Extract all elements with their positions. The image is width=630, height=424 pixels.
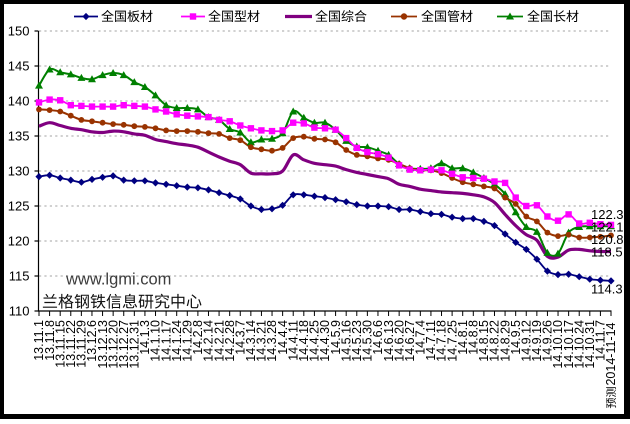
svg-text:14.1.10: 14.1.10 (149, 320, 163, 362)
svg-text:14.3.14: 14.3.14 (244, 320, 258, 362)
svg-text:13.12.27: 13.12.27 (117, 320, 131, 369)
svg-text:14.1.29: 14.1.29 (181, 320, 195, 362)
svg-text:14.4.25: 14.4.25 (308, 320, 322, 362)
svg-text:13.11.22: 13.11.22 (64, 320, 78, 368)
svg-text:14.9.26: 14.9.26 (541, 320, 555, 362)
svg-text:14.9.5: 14.9.5 (509, 320, 523, 355)
svg-text:118.5: 118.5 (591, 244, 623, 259)
svg-text:13.12.6: 13.12.6 (85, 320, 99, 362)
svg-text:14.7.4: 14.7.4 (414, 320, 428, 355)
svg-text:14.6.13: 14.6.13 (382, 320, 396, 362)
svg-text:14.4.30: 14.4.30 (318, 320, 332, 362)
svg-text:14.3.7: 14.3.7 (233, 320, 247, 355)
svg-text:14.3.28: 14.3.28 (265, 320, 279, 362)
svg-text:14.1.17: 14.1.17 (159, 320, 173, 362)
svg-text:14.5.23: 14.5.23 (350, 320, 364, 362)
svg-text:14.9.12: 14.9.12 (519, 320, 533, 362)
svg-text:145: 145 (8, 59, 30, 74)
svg-text:125: 125 (8, 199, 30, 214)
svg-text:14.6.27: 14.6.27 (403, 320, 417, 362)
svg-text:122.1: 122.1 (591, 219, 624, 234)
svg-text:140: 140 (8, 94, 30, 109)
svg-text:13.12.13: 13.12.13 (96, 320, 110, 369)
svg-text:14.5.30: 14.5.30 (361, 320, 375, 362)
svg-text:14.10.31: 14.10.31 (583, 320, 597, 369)
svg-text:14.4.11: 14.4.11 (286, 320, 300, 361)
svg-text:130: 130 (8, 164, 30, 179)
svg-text:14.1.3: 14.1.3 (138, 320, 152, 355)
svg-text:14.10.17: 14.10.17 (562, 320, 576, 369)
svg-text:14.1.24: 14.1.24 (170, 320, 184, 362)
svg-text:14.10.10: 14.10.10 (551, 320, 565, 369)
svg-text:14.7.25: 14.7.25 (445, 320, 459, 362)
svg-text:14.2.14: 14.2.14 (202, 320, 216, 362)
svg-text:135: 135 (8, 129, 30, 144)
svg-text:14.8.8: 14.8.8 (467, 320, 481, 355)
svg-text:14.2.21: 14.2.21 (212, 320, 226, 362)
svg-text:14.9.19: 14.9.19 (530, 320, 544, 362)
svg-text:14.4.18: 14.4.18 (297, 320, 311, 362)
svg-text:14.8.1: 14.8.1 (456, 320, 470, 355)
svg-text:14.8.15: 14.8.15 (477, 320, 491, 362)
svg-text:13.12.20: 13.12.20 (106, 320, 120, 369)
svg-text:120.8: 120.8 (591, 232, 624, 247)
svg-text:www.lgmi.com: www.lgmi.com (65, 271, 171, 289)
svg-text:120: 120 (8, 234, 30, 249)
svg-text:150: 150 (8, 24, 30, 39)
svg-text:13.12.31: 13.12.31 (128, 320, 142, 369)
svg-text:13.11.8: 13.11.8 (43, 320, 57, 361)
svg-text:14.8.29: 14.8.29 (498, 320, 512, 362)
svg-text:14.2.8: 14.2.8 (191, 320, 205, 355)
svg-text:14.2.28: 14.2.28 (223, 320, 237, 362)
svg-text:14.5.9: 14.5.9 (329, 320, 343, 355)
svg-text:110: 110 (9, 304, 30, 319)
svg-text:2014-11-14: 2014-11-14 (604, 322, 618, 385)
svg-text:115: 115 (9, 269, 30, 284)
svg-text:114.3: 114.3 (591, 282, 623, 297)
svg-text:14.8.22: 14.8.22 (488, 320, 502, 362)
svg-text:14.11.7: 14.11.7 (594, 320, 608, 361)
svg-text:13.11.1: 13.11.1 (32, 320, 46, 361)
svg-text:14.10.24: 14.10.24 (572, 320, 586, 369)
svg-text:14.4.4: 14.4.4 (276, 320, 290, 355)
svg-text:122.3: 122.3 (591, 207, 624, 222)
svg-text:14.6.6: 14.6.6 (371, 320, 385, 355)
svg-text:14.7.18: 14.7.18 (435, 320, 449, 362)
svg-text:13.11.29: 13.11.29 (75, 320, 89, 368)
svg-text:14.3.21: 14.3.21 (255, 320, 269, 362)
svg-text:14.5.16: 14.5.16 (339, 320, 353, 362)
svg-text:13.11.15: 13.11.15 (53, 320, 67, 368)
svg-text:14.7.11: 14.7.11 (424, 320, 438, 361)
svg-text:14.6.20: 14.6.20 (392, 320, 406, 362)
